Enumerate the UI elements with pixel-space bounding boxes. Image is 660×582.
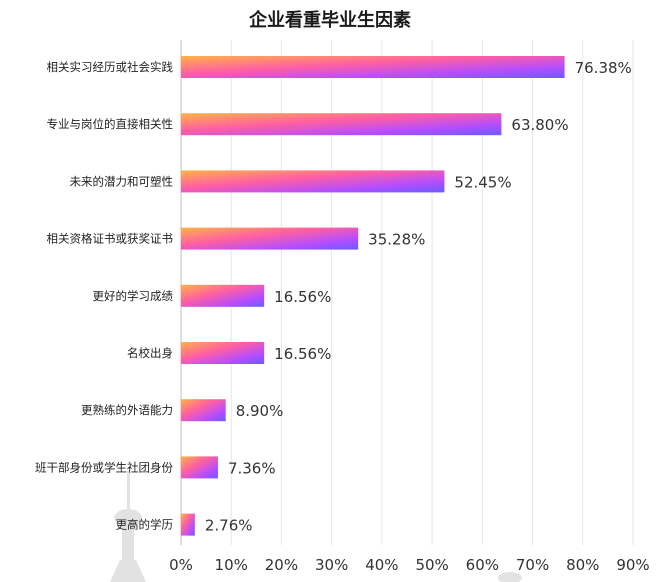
category-label: 专业与岗位的直接相关性 (47, 117, 174, 131)
category-label: 更好的学习成绩 (93, 289, 174, 303)
category-label: 未来的潜力和可塑性 (70, 174, 174, 188)
x-tick-label: 50% (415, 556, 448, 574)
x-tick-label: 60% (466, 556, 499, 574)
value-label: 52.45% (454, 173, 511, 191)
x-tick-label: 30% (315, 556, 348, 574)
value-label: 35.28% (368, 231, 425, 249)
x-tick-label: 10% (215, 556, 248, 574)
x-tick-label: 80% (566, 556, 599, 574)
value-label: 16.56% (274, 288, 331, 306)
value-label: 8.90% (236, 402, 284, 420)
value-label: 76.38% (575, 59, 632, 77)
value-label: 63.80% (511, 116, 568, 134)
x-tick-label: 20% (265, 556, 298, 574)
x-tick-label: 0% (169, 556, 193, 574)
category-label: 相关资格证书或获奖证书 (47, 232, 174, 246)
bar (181, 113, 502, 136)
bar (181, 399, 226, 422)
bar (181, 227, 359, 250)
bar (181, 56, 565, 78)
category-label: 名校出身 (127, 346, 173, 360)
category-label: 更熟练的外语能力 (81, 403, 173, 417)
category-label: 更高的学历 (116, 518, 174, 532)
x-tick-label: 40% (365, 556, 398, 574)
value-label: 7.36% (228, 459, 276, 477)
category-label: 班干部身份或学生社团身份 (35, 460, 173, 474)
bar (181, 170, 445, 193)
x-tick-label: 90% (616, 556, 649, 574)
bar (181, 342, 265, 364)
x-tick-label: 70% (516, 556, 549, 574)
category-label: 相关实习经历或社会实践 (47, 60, 174, 74)
bar (181, 456, 218, 479)
value-label: 2.76% (205, 517, 253, 535)
bar (181, 513, 195, 536)
value-label: 16.56% (274, 345, 331, 363)
bar (181, 284, 265, 307)
chart-title: 企业看重毕业生因素 (249, 10, 411, 31)
